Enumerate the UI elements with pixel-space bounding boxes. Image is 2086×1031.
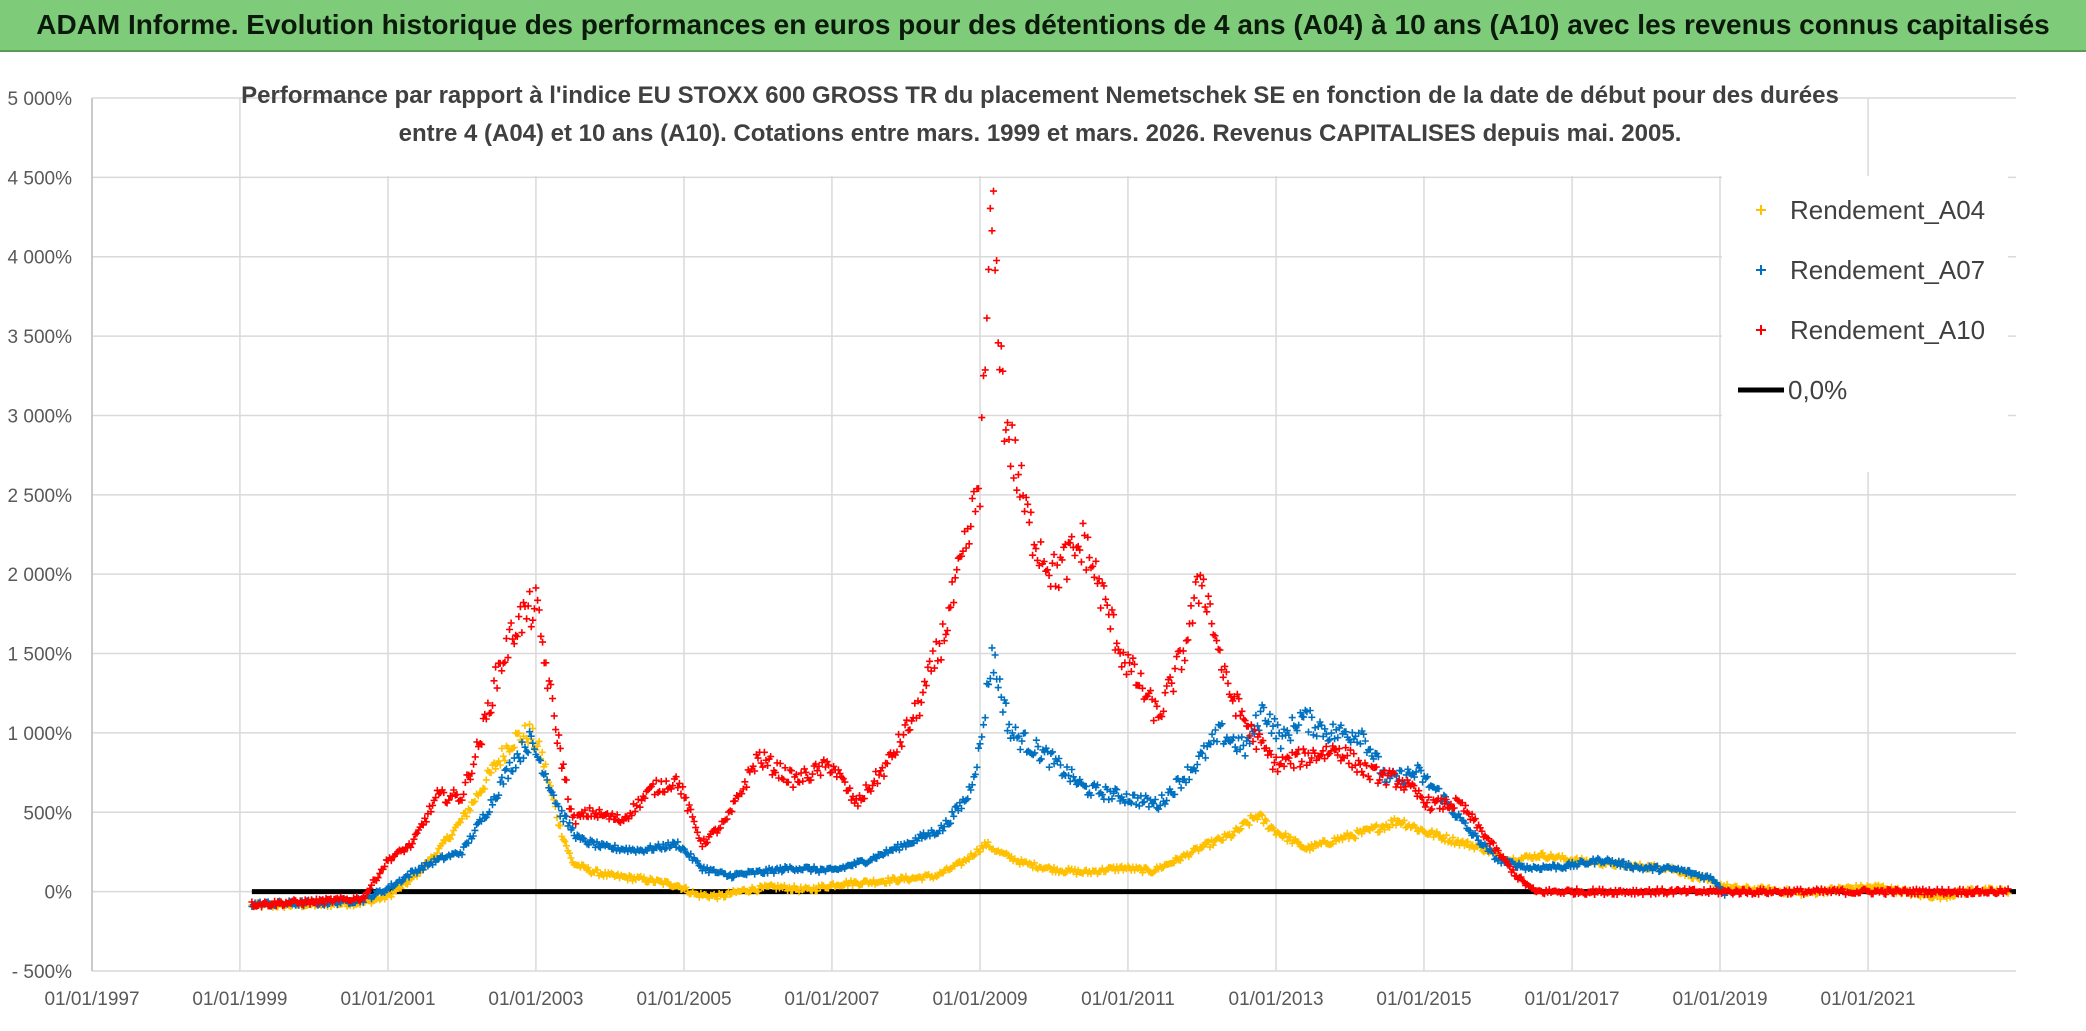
y-tick-label: 5 000% <box>8 89 73 110</box>
x-tick-label: 01/01/2019 <box>1672 989 1767 1010</box>
legend-marker <box>1756 265 1766 275</box>
subtitle-background <box>385 68 1830 176</box>
series-markers <box>248 720 2012 912</box>
banner-title-bar: ADAM Informe. Evolution historique des p… <box>0 0 2086 52</box>
legend-label: 0,0% <box>1788 375 1847 405</box>
legend-marker <box>1756 325 1766 335</box>
x-tick-label: 01/01/2007 <box>784 989 879 1010</box>
banner-title: ADAM Informe. Evolution historique des p… <box>36 9 2050 40</box>
x-tick-label: 01/01/1997 <box>44 989 139 1010</box>
y-tick-label: 2 000% <box>8 565 73 586</box>
chart-subtitle-line1: Performance par rapport à l'indice EU ST… <box>241 82 1839 109</box>
x-tick-label: 01/01/2009 <box>932 989 1027 1010</box>
x-tick-label: 01/01/2005 <box>636 989 731 1010</box>
x-tick-label: 01/01/1999 <box>192 989 287 1010</box>
legend-marker <box>1756 205 1766 215</box>
y-tick-label: 2 500% <box>8 486 73 507</box>
y-tick-label: 4 500% <box>8 168 73 189</box>
x-tick-label: 01/01/2001 <box>340 989 435 1010</box>
legend-label: Rendement_A10 <box>1790 315 1985 345</box>
legend-background <box>1722 176 2008 472</box>
y-tick-label: 3 500% <box>8 327 73 348</box>
y-tick-label: 500% <box>23 803 72 824</box>
x-tick-label: 01/01/2011 <box>1081 989 1175 1010</box>
data-points <box>248 187 2016 912</box>
y-tick-label: - 500% <box>12 962 72 983</box>
legend-label: Rendement_A04 <box>1790 195 1985 225</box>
y-tick-label: 3 000% <box>8 406 73 427</box>
y-tick-label: 1 000% <box>8 724 73 745</box>
x-tick-label: 01/01/2003 <box>488 989 583 1010</box>
y-tick-label: 1 500% <box>8 645 73 666</box>
x-tick-label: 01/01/2013 <box>1229 989 1324 1010</box>
y-axis-ticks: - 500% 0% 500% 1 000% 1 500% 2 000% 2 500% 3 00… <box>8 89 73 983</box>
chart: - 500% 0% 500% 1 000% 1 500% 2 000% 2 500% 3 00… <box>8 68 2016 1010</box>
series-rendement_a10 <box>248 187 2012 910</box>
legend-label: Rendement_A07 <box>1790 255 1985 285</box>
x-axis-ticks: 01/01/1997 01/01/1999 01/01/2001 01/01/2003… <box>44 989 1915 1010</box>
legend: Rendement_A04 Rendement_A07 Rendement_A10 0… <box>1722 176 2008 472</box>
series-rendement_a04 <box>248 720 2012 912</box>
x-tick-label: 01/01/2021 <box>1821 989 1916 1010</box>
x-tick-label: 01/01/2017 <box>1525 989 1620 1010</box>
x-tick-label: 01/01/2015 <box>1376 989 1471 1010</box>
chart-subtitle-line2: entre 4 (A04) et 10 ans (A10). Cotations… <box>399 120 1682 147</box>
y-tick-label: 0% <box>45 883 73 904</box>
y-tick-label: 4 000% <box>8 248 73 269</box>
series-markers <box>248 187 2012 910</box>
